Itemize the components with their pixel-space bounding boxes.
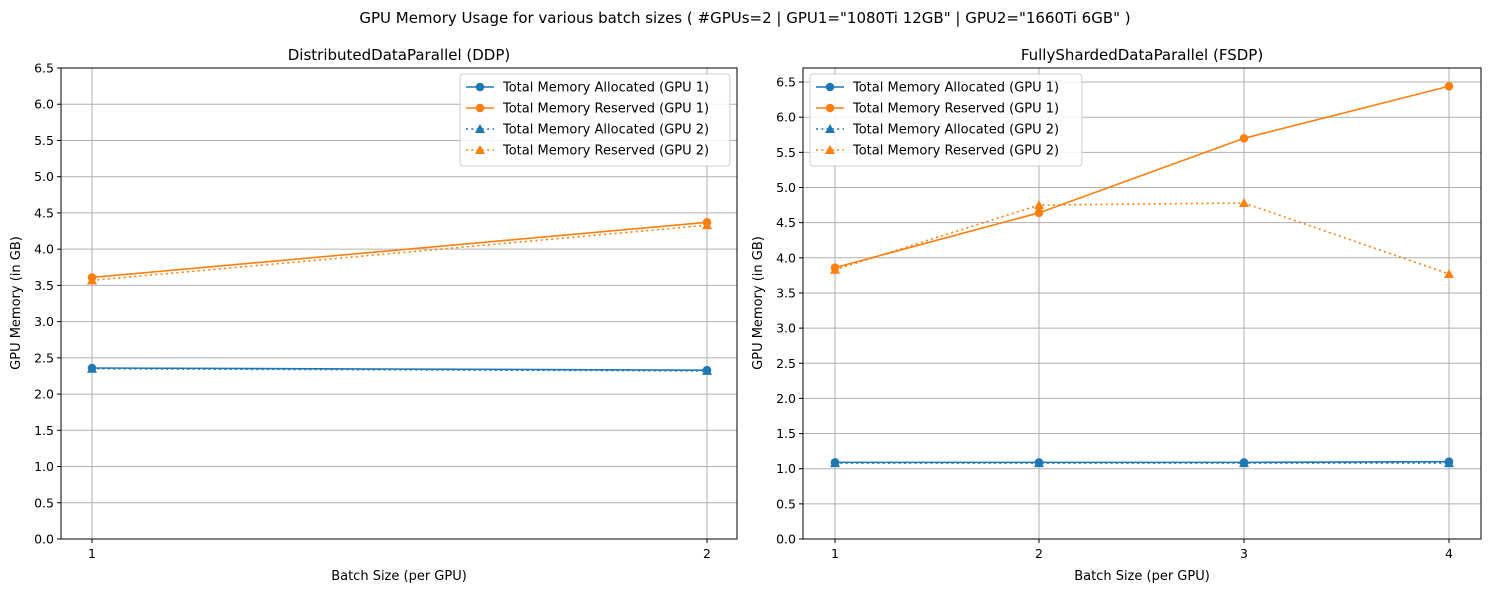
- ddp-ytick-label: 3.5: [34, 278, 54, 293]
- fsdp-ytick-label: 1.5: [776, 426, 796, 441]
- fsdp-series-3-point: [830, 458, 840, 468]
- fsdp-ticks: 0.0 0.5 1.0 1.5 2.0 2.5 3.0 3.5 4.0 4.5 5.0 5.5 6.0 6…: [776, 75, 1453, 561]
- ddp-ytick-label: 3.0: [34, 314, 54, 329]
- ddp-series: [87, 218, 712, 375]
- fsdp-ytick-label: 2.0: [776, 391, 796, 406]
- fsdp-ytick-label: 4.5: [776, 215, 796, 230]
- fsdp-xtick-label: 2: [1035, 546, 1043, 561]
- ddp-series-line-4: [91, 224, 708, 282]
- fsdp-series-4-point: [1034, 200, 1044, 210]
- ddp-legend-marker: [475, 82, 485, 92]
- fsdp-series-line-4: [834, 202, 1450, 275]
- fsdp-legend-label: Total Memory Allocated (GPU 1): [852, 81, 1059, 96]
- fsdp-series-3-point: [1444, 458, 1454, 468]
- figure-suptitle: GPU Memory Usage for various batch sizes…: [359, 9, 1130, 27]
- ddp-series-3-point: [702, 365, 712, 375]
- fsdp-xlabel: Batch Size (per GPU): [1074, 569, 1210, 584]
- ddp-ytick-label: 6.0: [34, 97, 54, 112]
- fsdp-xtick-label: 1: [831, 546, 839, 561]
- fsdp-ytick-label: 0.0: [776, 532, 796, 547]
- ddp-ylabel: GPU Memory (in GB): [9, 236, 24, 370]
- fsdp-ytick-label: 5.5: [776, 145, 796, 160]
- fsdp-series: [830, 81, 1454, 468]
- fsdp-ytick-label: 0.5: [776, 496, 796, 511]
- ddp-series-4-point: [702, 220, 712, 230]
- ddp-ytick-label: 4.0: [34, 242, 54, 257]
- ddp-ytick-label: 2.0: [34, 387, 54, 402]
- fsdp-axes-frame: [802, 67, 1482, 540]
- fsdp-legend-box: [809, 73, 1083, 167]
- fsdp-panel: FullyShardedDataParallel (FSDP) Batch Si…: [751, 46, 1482, 584]
- fsdp-ytick-label: 3.0: [776, 321, 796, 336]
- ddp-xtick-label: 1: [88, 546, 96, 561]
- fsdp-ytick-label: 6.0: [776, 110, 796, 125]
- fsdp-xtick-label: 3: [1240, 546, 1248, 561]
- fsdp-ytick-label: 5.0: [776, 180, 796, 195]
- ddp-legend-label: Total Memory Reserved (GPU 1): [502, 102, 709, 117]
- fsdp-ytick-label: 3.5: [776, 285, 796, 300]
- fsdp-series-2-point: [1239, 133, 1249, 143]
- ddp-legend-box: [459, 73, 731, 167]
- fsdp-legend-label: Total Memory Reserved (GPU 1): [852, 102, 1059, 117]
- ddp-series-4-point: [87, 275, 97, 285]
- ddp-legend-label: Total Memory Reserved (GPU 2): [502, 144, 709, 159]
- ddp-ytick-label: 1.0: [34, 459, 54, 474]
- ddp-panel: DistributedDataParallel (DDP) Batch Size…: [9, 46, 738, 584]
- ddp-ytick-label: 6.5: [34, 61, 54, 76]
- fsdp-legend-marker: [825, 82, 835, 92]
- fsdp-legend-label: Total Memory Allocated (GPU 2): [852, 123, 1059, 138]
- fsdp-ytick-label: 6.5: [776, 75, 796, 90]
- fsdp-series-3-point: [1239, 458, 1249, 468]
- ddp-ytick-label: 1.5: [34, 423, 54, 438]
- fsdp-series-4-point: [1239, 197, 1249, 207]
- ddp-series-3-point: [87, 363, 97, 373]
- ddp-ticks: 0.0 0.5 1.0 1.5 2.0 2.5 3.0 3.5 4.0 4.5 5.0 5.5 6.0 6…: [34, 61, 711, 562]
- fsdp-series-line-1: [835, 460, 1450, 464]
- ddp-legend-label: Total Memory Allocated (GPU 1): [502, 81, 709, 96]
- fsdp-legend-label: Total Memory Reserved (GPU 2): [852, 144, 1059, 159]
- ddp-series-line-2: [91, 221, 708, 279]
- fsdp-series-4-point: [1444, 268, 1454, 278]
- fsdp-series-3-point: [1034, 458, 1044, 468]
- ddp-xtick-label: 2: [703, 546, 711, 561]
- fsdp-series-4-point: [830, 264, 840, 274]
- ddp-xlabel: Batch Size (per GPU): [331, 569, 467, 584]
- fsdp-legend-marker: [825, 103, 835, 113]
- ddp-ytick-label: 4.5: [34, 205, 54, 220]
- fsdp-xtick-label: 4: [1445, 546, 1453, 561]
- fsdp-ytick-label: 2.5: [776, 356, 796, 371]
- fsdp-legend: Total Memory Allocated (GPU 1) Total Memo…: [809, 73, 1083, 167]
- ddp-ytick-label: 5.5: [34, 133, 54, 148]
- fsdp-legend-marker: [825, 145, 835, 154]
- ddp-series-line-3: [91, 367, 708, 372]
- fsdp-series-line-2: [834, 85, 1450, 269]
- ddp-ytick-label: 2.5: [34, 350, 54, 365]
- fsdp-ytick-label: 4.0: [776, 250, 796, 265]
- fsdp-series-2-point: [1444, 81, 1454, 91]
- fsdp-ylabel: GPU Memory (in GB): [751, 236, 766, 370]
- ddp-legend-label: Total Memory Allocated (GPU 2): [502, 123, 709, 138]
- fsdp-series-2-point: [1034, 208, 1044, 218]
- ddp-legend-marker: [475, 103, 485, 113]
- fsdp-ytick-label: 1.0: [776, 461, 796, 476]
- ddp-legend-marker: [475, 145, 485, 154]
- ddp-legend: Total Memory Allocated (GPU 1) Total Memo…: [459, 73, 731, 167]
- ddp-legend-marker: [475, 124, 485, 133]
- ddp-title: DistributedDataParallel (DDP): [288, 46, 511, 64]
- ddp-ytick-label: 0.0: [34, 532, 54, 547]
- fsdp-legend-marker: [825, 124, 835, 133]
- ddp-ytick-label: 0.5: [34, 495, 54, 510]
- fsdp-title: FullyShardedDataParallel (FSDP): [1021, 46, 1263, 64]
- ddp-axes-frame: [60, 67, 738, 540]
- ddp-ytick-label: 5.0: [34, 169, 54, 184]
